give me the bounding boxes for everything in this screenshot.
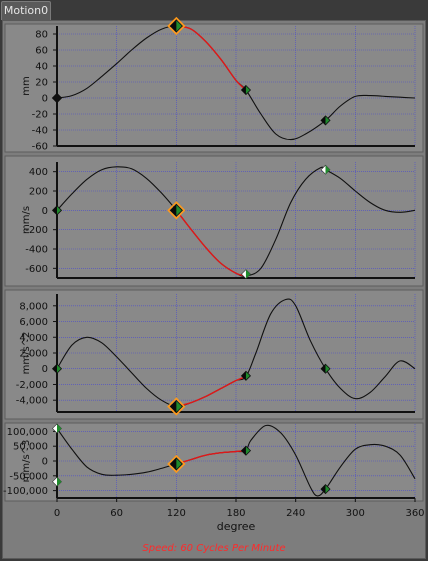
y-tick-label: -2,000 [16, 380, 48, 391]
keyframe-marker[interactable] [240, 445, 252, 456]
y-tick-label: 400 [29, 167, 48, 178]
y-tick-label: 200 [29, 187, 48, 198]
y-tick-label: -200 [25, 225, 48, 236]
y-tick-label: 80 [35, 30, 48, 41]
keyframe-active-outline [167, 454, 186, 474]
x-axis-label: degree [217, 520, 256, 533]
y-tick-label: 2,000 [19, 349, 48, 360]
keyframe-half [321, 484, 326, 494]
highlight-segment [176, 375, 247, 408]
y-tick-label: 0 [42, 457, 48, 468]
y-tick-label: -60 [32, 142, 48, 153]
keyframe-half [325, 165, 330, 175]
x-tick-label: 240 [286, 508, 305, 519]
x-tick-label: 360 [405, 508, 424, 519]
y-tick-label: -50,000 [9, 471, 48, 482]
keyframe-marker[interactable] [51, 92, 63, 104]
keyframe-half [52, 205, 57, 215]
keyframe-half [245, 269, 251, 279]
y-tick-label: -400 [25, 245, 48, 256]
keyframe-active-outline [167, 397, 186, 416]
keyframe-half [52, 364, 57, 374]
x-tick-label: 120 [167, 508, 186, 519]
keyframe-half [170, 400, 177, 413]
y-tick-label: -40 [32, 126, 48, 137]
keyframe-half [170, 457, 177, 470]
keyframe-active-outline [167, 16, 186, 36]
y-axis-label: mm/s^2 [21, 332, 32, 375]
y-tick-label: 40 [35, 62, 48, 73]
highlight-segment [176, 25, 247, 91]
y-tick-label: 20 [35, 78, 48, 89]
x-tick-label: 180 [226, 508, 245, 519]
keyframe-marker[interactable] [52, 476, 62, 487]
keyframe-marker[interactable] [320, 484, 331, 495]
y-tick-label: -20 [32, 110, 48, 121]
highlight-segment [176, 449, 246, 465]
keyframe-marker[interactable] [320, 115, 331, 126]
keyframe-marker[interactable] [51, 363, 63, 374]
curve-line [56, 166, 416, 277]
y-tick-label: 0 [42, 364, 48, 375]
plot-background [4, 23, 424, 153]
keyframe-marker[interactable] [320, 363, 331, 374]
y-tick-label: -600 [25, 264, 48, 275]
keyframe-marker[interactable] [240, 370, 252, 381]
highlight-segment [175, 209, 247, 277]
keyframe-marker[interactable] [241, 269, 251, 280]
y-tick-label: 8,000 [19, 301, 48, 312]
plot-0: 80 60 40 20 0 -20 -40 -60 mm [4, 16, 424, 153]
keyframe-half [57, 477, 62, 487]
y-tick-label: 100,000 [7, 427, 48, 438]
plot-1: 400 200 0 -200 -400 -600 mm/s [4, 155, 424, 287]
y-tick-label: 0 [42, 94, 48, 105]
x-tick-label: 0 [54, 508, 60, 519]
keyframe-half [321, 364, 326, 374]
plot-2: 8,000 6,000 4,000 2,000 0 -2,000 -4,000 mm/s^2 [4, 289, 424, 420]
tab-bar: Motion0 [0, 0, 428, 20]
y-tick-label: -4,000 [16, 396, 48, 407]
keyframe-half [170, 20, 177, 32]
plot-3: 100,000 50,000 0 -50,000 -100,000 mm/s^3 0 60 12… [3, 422, 425, 533]
keyframe-half [241, 85, 246, 95]
plot-background [4, 289, 424, 420]
x-tick-label: 300 [346, 508, 365, 519]
curve-line [56, 298, 416, 408]
x-tick-label: 60 [110, 508, 123, 519]
y-tick-label: -100,000 [3, 486, 48, 497]
keyframe-marker[interactable] [167, 397, 186, 416]
keyframe-marker[interactable] [320, 164, 331, 175]
keyframe-half [57, 423, 62, 433]
y-axis-label: mm [21, 76, 32, 95]
y-tick-label: 6,000 [19, 317, 48, 328]
keyframe-marker[interactable] [167, 454, 186, 474]
keyframe-marker[interactable] [52, 423, 62, 434]
y-tick-label: 60 [35, 46, 48, 57]
keyframe-marker[interactable] [167, 201, 186, 220]
tab-motion0[interactable]: Motion0 [1, 1, 51, 20]
keyframe-half [241, 446, 246, 456]
keyframe-half [170, 204, 177, 217]
keyframe-half [241, 371, 246, 381]
keyframe-marker[interactable] [167, 16, 186, 36]
keyframe-half [321, 115, 326, 125]
y-axis-label: mm/s [21, 206, 32, 234]
y-tick-label: 0 [42, 206, 48, 217]
keyframe-diamond [51, 92, 63, 104]
keyframe-marker[interactable] [51, 205, 63, 216]
y-tick-label: 4,000 [19, 333, 48, 344]
y-axis-label: mm/s^3 [21, 440, 32, 483]
speed-status: Speed: 60 Cycles Per Minute [142, 543, 285, 554]
keyframe-marker[interactable] [240, 84, 252, 96]
plot-background [4, 155, 424, 287]
y-tick-label: 50,000 [13, 442, 48, 453]
plot-background [4, 422, 424, 502]
keyframe-active-outline [167, 201, 186, 220]
